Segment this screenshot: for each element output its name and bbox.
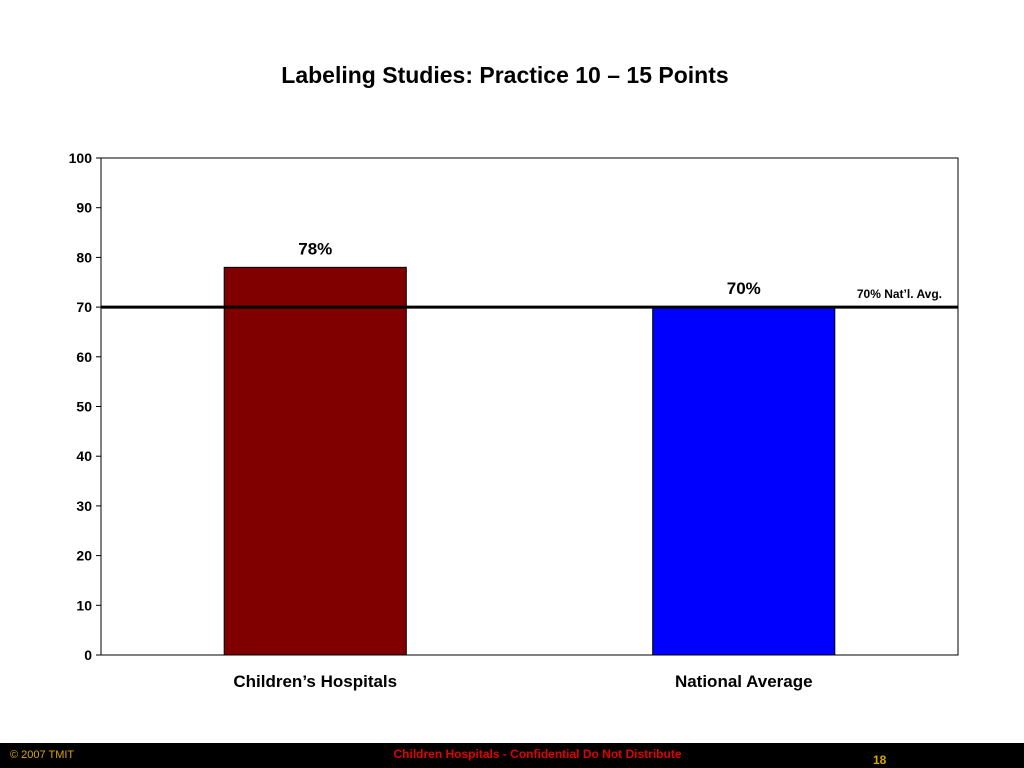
data-label: 70% [727, 279, 761, 298]
category-label: National Average [675, 672, 813, 691]
y-tick-label: 100 [69, 150, 93, 166]
bar [223, 266, 407, 656]
y-tick-label: 10 [76, 597, 92, 613]
y-tick-label: 20 [76, 548, 92, 564]
y-tick-label: 80 [76, 249, 92, 265]
reference-line-label: 70% Nat’l. Avg. [857, 287, 942, 301]
y-tick-label: 60 [76, 349, 92, 365]
y-tick-label: 0 [84, 647, 92, 663]
y-tick-label: 50 [76, 399, 92, 415]
y-tick-label: 70 [76, 299, 92, 315]
bar-chart: 0 10 20 30 40 50 60 70 80 90 100 78% Children’s Hosp… [69, 150, 959, 691]
page-number: 18 [873, 753, 887, 767]
y-tick-label: 30 [76, 498, 92, 514]
chart-title: Labeling Studies: Practice 10 – 15 Point… [281, 62, 729, 88]
bar [652, 306, 836, 656]
footer-confidential-notice: Children Hospitals - Confidential Do Not… [393, 747, 682, 761]
footer-bar: © 2007 TMIT Children Hospitals - Confide… [0, 743, 1024, 768]
category-label: Children’s Hospitals [233, 672, 397, 691]
y-tick-label: 90 [76, 200, 92, 216]
footer-copyright: © 2007 TMIT [10, 749, 75, 761]
y-tick-label: 40 [76, 448, 92, 464]
data-label: 78% [298, 239, 332, 258]
